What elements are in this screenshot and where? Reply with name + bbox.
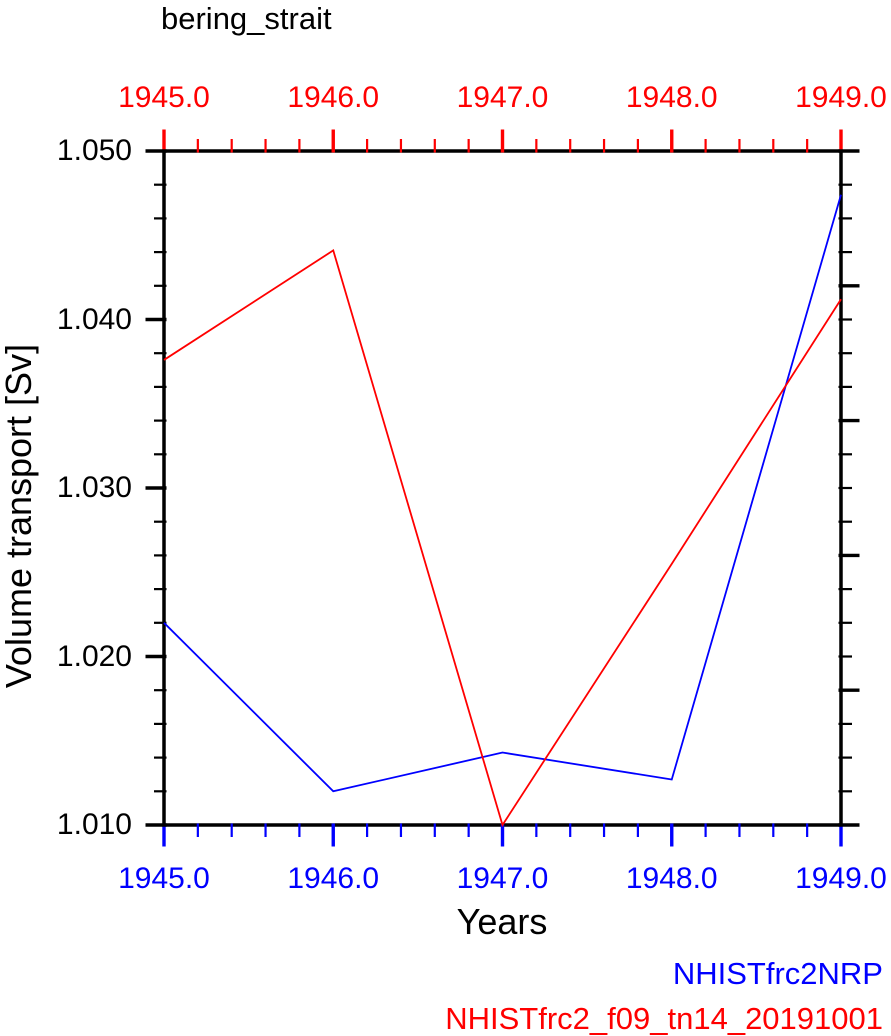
series-line-1 (163, 249, 842, 828)
y-axis-title: Volume transport [Sv] (0, 343, 39, 689)
left-axis-tick-label: 1.020 (56, 639, 132, 673)
top-axis-tick-label: 1949.0 (795, 81, 887, 114)
bottom-axis-tick-label: 1948.0 (625, 862, 718, 895)
left-axis-tick-label: 1.050 (56, 134, 132, 167)
bottom-axis-tick-label: 1949.0 (795, 862, 887, 895)
bottom-axis-tick-label: 1945.0 (118, 862, 210, 895)
bottom-axis-tick-label: 1947.0 (456, 862, 549, 895)
top-axis-tick-label: 1945.0 (118, 81, 210, 114)
legend-entry-series-0: NHISTfrc2NRP (672, 956, 883, 991)
series-line-0 (163, 194, 842, 793)
x-axis-title: Years (456, 901, 548, 942)
left-axis-tick-label: 1.040 (56, 302, 132, 336)
left-axis-tick-label: 1.030 (56, 471, 132, 504)
top-axis-tick-label: 1946.0 (287, 81, 380, 114)
bottom-axis-tick-label: 1946.0 (287, 862, 380, 895)
legend-entry-series-1: NHISTfrc2_f09_tn14_20191001 (445, 1001, 883, 1036)
top-axis-tick-label: 1947.0 (456, 81, 549, 114)
top-axis-tick-label: 1948.0 (625, 81, 718, 114)
legend: NHISTfrc2NRP NHISTfrc2_f09_tn14_20191001 (445, 951, 883, 1036)
left-axis-tick-label: 1.010 (56, 808, 132, 841)
chart-title: bering_strait (161, 1, 332, 36)
